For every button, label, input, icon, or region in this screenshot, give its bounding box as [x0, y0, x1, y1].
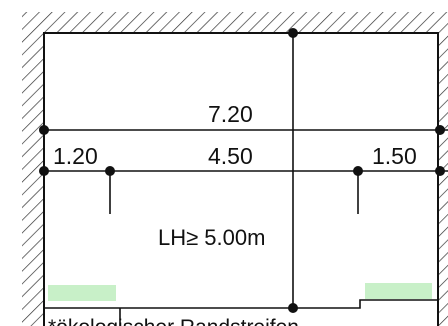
dim-label-total: 7.20 — [208, 101, 253, 127]
dim-label-right-strip: 1.50 — [372, 143, 417, 169]
dim-seg-left-node — [39, 166, 49, 176]
dim-seg-right-node — [435, 166, 445, 176]
center-top-node — [288, 28, 298, 38]
center-bottom-node — [288, 303, 298, 313]
dim-label-left-strip: 1.20 — [53, 143, 98, 169]
dim-total-right-node — [435, 125, 445, 135]
wall-hatching — [22, 12, 448, 326]
wall-outline — [43, 32, 439, 326]
road-surface-line — [44, 299, 438, 326]
caption-ecological-strip: *ökologischer Randstreifen — [48, 316, 299, 326]
dim-label-middle-span: 4.50 — [208, 143, 253, 169]
ecological-strip-left — [48, 285, 116, 301]
dim-total-left-node — [39, 125, 49, 135]
clearance-height-label: LH≥ 5.00m — [158, 225, 265, 250]
ecological-strip-right — [365, 283, 432, 299]
